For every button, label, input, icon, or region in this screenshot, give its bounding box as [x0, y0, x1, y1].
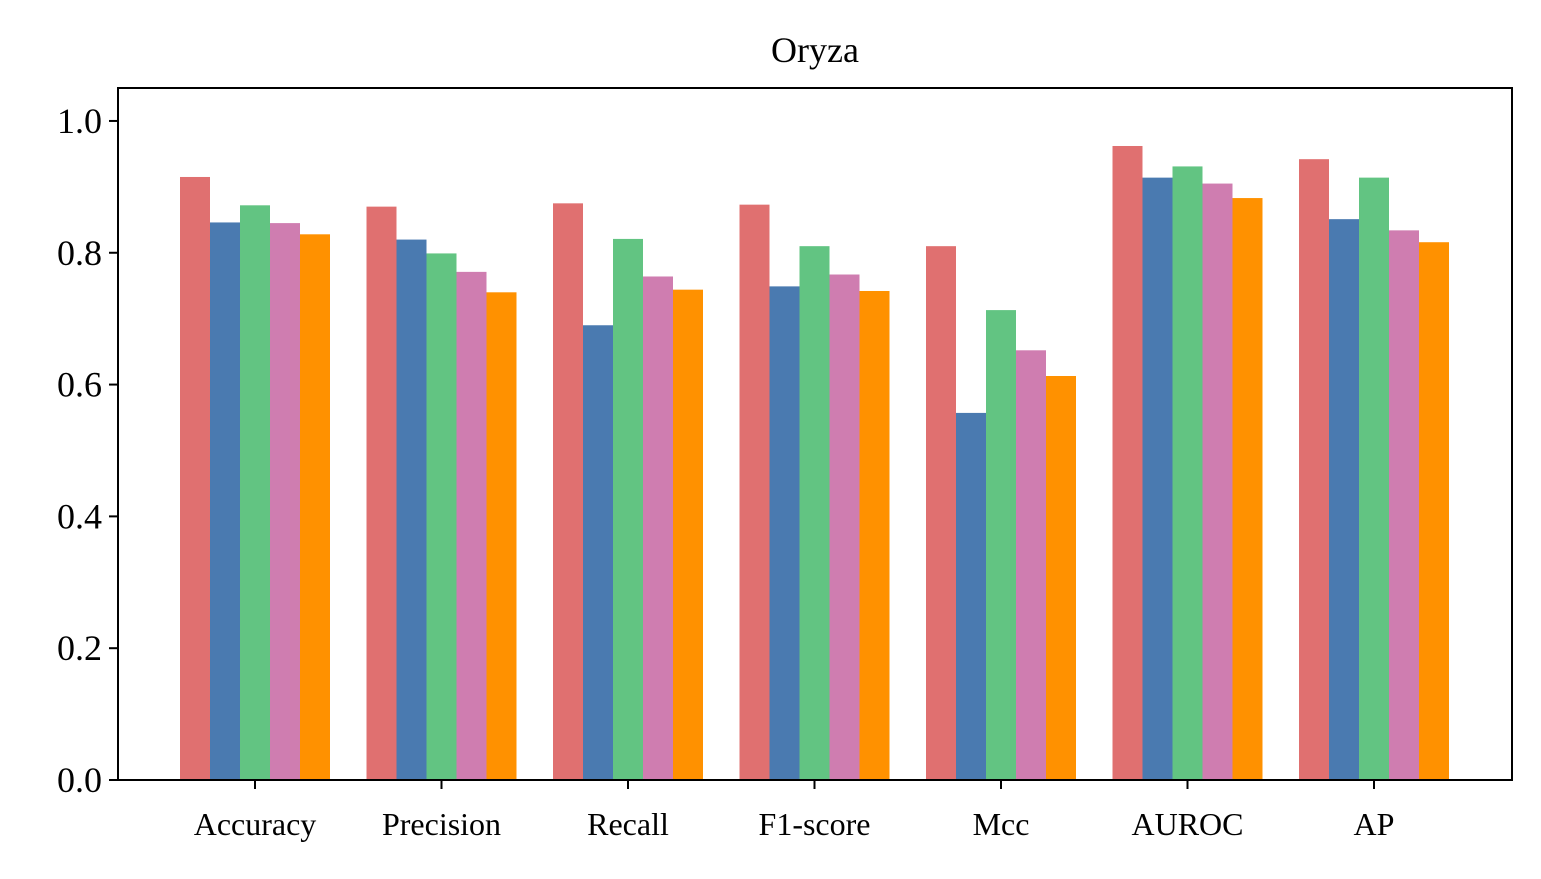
bar-ap-series-5	[1419, 242, 1449, 780]
bar-mcc-series-1	[926, 246, 956, 780]
bar-auroc-series-4	[1202, 183, 1233, 781]
bar-auroc-series-2	[1142, 177, 1173, 780]
bar-accuracy-series-2	[210, 222, 240, 781]
bar-mcc-series-2	[956, 412, 986, 780]
y-tick-label: 1.0	[57, 101, 102, 141]
bar-f1-score-series-3	[799, 246, 830, 780]
bar-recall-series-1	[553, 203, 583, 781]
bar-accuracy-series-1	[180, 176, 210, 780]
x-tick-label-auroc: AUROC	[1131, 806, 1243, 842]
bars-group	[180, 145, 1449, 781]
bar-accuracy-series-3	[240, 205, 270, 780]
x-tick-label-ap: AP	[1354, 806, 1395, 842]
bar-recall-series-5	[673, 289, 703, 780]
bar-recall-series-3	[613, 238, 643, 781]
bar-ap-series-1	[1299, 159, 1329, 781]
bar-mcc-series-4	[1016, 350, 1046, 780]
y-tick-label: 0.2	[57, 628, 102, 668]
x-tick-label-accuracy: Accuracy	[194, 806, 317, 842]
bar-ap-series-2	[1329, 219, 1359, 780]
bar-f1-score-series-4	[829, 274, 860, 780]
bar-mcc-series-3	[986, 310, 1016, 780]
y-tick-label: 0.4	[57, 496, 102, 536]
bar-precision-series-3	[426, 253, 457, 780]
bar-auroc-series-3	[1172, 166, 1203, 781]
bar-accuracy-series-5	[300, 234, 330, 780]
bar-recall-series-2	[583, 325, 613, 780]
bar-precision-series-5	[486, 292, 517, 780]
chart-title: Oryza	[771, 30, 859, 70]
bar-f1-score-series-5	[859, 290, 890, 780]
bar-f1-score-series-1	[739, 204, 770, 780]
x-axis: Accuracy Precision Recall F1-score Mcc AUROC A…	[194, 780, 1395, 842]
y-tick-label: 0.6	[57, 365, 102, 405]
y-tick-label: 0.8	[57, 233, 102, 273]
y-axis: 0.0 0.2 0.4 0.6 0.8 1.0	[57, 101, 118, 800]
bar-auroc-series-1	[1112, 145, 1143, 780]
bar-mcc-series-5	[1046, 376, 1076, 780]
bar-precision-series-1	[366, 206, 397, 781]
x-tick-label-mcc: Mcc	[973, 806, 1030, 842]
x-tick-label-precision: Precision	[382, 806, 501, 842]
bar-accuracy-series-4	[270, 223, 300, 781]
bar-recall-series-4	[643, 276, 673, 780]
bar-precision-series-2	[396, 239, 427, 781]
bar-ap-series-3	[1359, 177, 1389, 780]
bar-ap-series-4	[1389, 230, 1419, 781]
y-tick-label: 0.0	[57, 760, 102, 800]
bar-f1-score-series-2	[769, 286, 800, 780]
bar-precision-series-4	[456, 271, 487, 780]
x-tick-label-f1-score: F1-score	[759, 806, 871, 842]
bar-auroc-series-5	[1232, 198, 1263, 780]
x-tick-label-recall: Recall	[587, 806, 669, 842]
plot-frame	[117, 87, 1513, 781]
